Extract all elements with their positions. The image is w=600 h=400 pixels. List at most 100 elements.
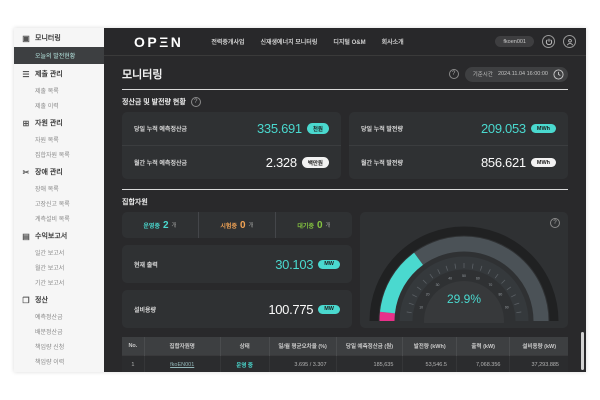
- unit-badge: MW: [318, 304, 340, 314]
- stat-monthly-forecast-settlement: 월간 누적 예측정산금 2.328 백만원: [122, 145, 341, 179]
- logout-power-icon[interactable]: [542, 35, 555, 48]
- sidebar-section-label: 자원 관리: [35, 120, 63, 127]
- current-output-card: 현재 출력 30.103 MW: [122, 245, 352, 283]
- sidebar-item-resource-list[interactable]: 자원 목록: [35, 138, 59, 144]
- clock-icon[interactable]: [553, 68, 564, 80]
- resource-icon: ⊞: [22, 118, 30, 128]
- sidebar-section-label: 제출 관리: [35, 71, 63, 78]
- sidebar-section-label: 정산: [35, 297, 48, 304]
- sidebar-item-monthly-report[interactable]: 월간 보고서: [35, 266, 65, 272]
- sidebar-item-meter-equipment-list[interactable]: 계측설비 목록: [35, 217, 70, 223]
- unit-badge: MW: [318, 259, 340, 269]
- monitor-icon: ▣: [22, 33, 30, 43]
- sidebar-section-monitoring[interactable]: ▣ 모니터링: [14, 28, 104, 47]
- output-rate-gauge: 10 20 30 40 50 60 70 80 90 29.9%: [360, 212, 568, 328]
- fault-icon: ✂: [22, 167, 30, 177]
- report-icon: ▤: [22, 231, 30, 241]
- stat-monthly-generation: 월간 누적 발전량 856.621 MWh: [349, 145, 568, 179]
- main-content: 모니터링 ? 기준시간 2024.11.04 16:00:00 정산금 및 발전…: [104, 56, 586, 372]
- status-operating: 운영중 2 개: [143, 219, 177, 231]
- unit-badge: MWh: [530, 124, 556, 133]
- nav-item-power-brokerage[interactable]: 전력중개사업: [211, 40, 245, 46]
- cell-generation: 53,546.5: [402, 355, 457, 372]
- col-settlement: 당일 예측정산금 (원): [335, 337, 403, 356]
- settlement-card-column: 당일 누적 예측정산금 335.691 천원 월간 누적 예측정산금 2.328…: [122, 112, 341, 179]
- svg-text:90: 90: [505, 305, 509, 309]
- reference-time-value: 2024.11.04 16:00:00: [497, 71, 548, 77]
- svg-text:29.9%: 29.9%: [447, 292, 481, 306]
- capacity-card: 설비용량 100.775 MW: [122, 290, 352, 328]
- unit-badge: 백만원: [301, 157, 329, 168]
- user-account-pill[interactable]: fkoen001: [495, 36, 534, 47]
- summary-cards: 당일 누적 예측정산금 335.691 천원 월간 누적 예측정산금 2.328…: [122, 112, 568, 179]
- sidebar-item-today-generation[interactable]: 오늘의 발전현황: [14, 47, 104, 64]
- col-status: 상태: [219, 337, 270, 356]
- title-divider: [122, 89, 568, 90]
- sidebar: ▣ 모니터링 오늘의 발전현황 ☰ 제출 관리 제출 목록 제출 이력 ⊞ 자원…: [14, 28, 104, 372]
- sidebar-item-fault-list[interactable]: 장애 목록: [35, 187, 59, 193]
- sidebar-section-revenue-report[interactable]: ▤ 수익보고서: [14, 226, 104, 245]
- sidebar-item-aggregate-resource-list[interactable]: 집합자원 목록: [35, 153, 70, 159]
- sidebar-item-distribution-settlement[interactable]: 배분정산금: [35, 330, 63, 336]
- col-resource-name: 집합자원명: [143, 337, 221, 356]
- sidebar-item-liability-history[interactable]: 책임량 이력: [35, 360, 65, 366]
- help-icon[interactable]: ?: [448, 69, 459, 79]
- sidebar-section-label: 수익보고서: [35, 233, 68, 240]
- sidebar-item-submit-list[interactable]: 제출 목록: [35, 89, 59, 95]
- right-column: OPΞN 전력중개사업 신재생에너지 모니터링 디지털 O&M 회사소개 fko…: [104, 28, 586, 372]
- aggregate-resource-table: No. 집합자원명 상태 일/월 평균오차율 (%) 당일 예측정산금 (원) …: [122, 337, 568, 372]
- cell-no: 1: [122, 355, 145, 372]
- sidebar-section-label: 장애 관리: [35, 169, 63, 176]
- open-logo[interactable]: OPΞN: [134, 33, 184, 50]
- stat-daily-generation: 당일 누적 발전량 209.053 MWh: [349, 112, 568, 145]
- svg-text:20: 20: [426, 293, 430, 297]
- nav-item-company-intro[interactable]: 회사소개: [381, 40, 404, 46]
- generation-card-column: 당일 누적 발전량 209.053 MWh 월간 누적 발전량 856.621 …: [349, 112, 568, 179]
- stat-value: 2.328: [265, 155, 297, 170]
- status-waiting: 대기중 0 개: [275, 212, 352, 238]
- summary-section-title: 정산금 및 발전량 현황: [122, 99, 186, 106]
- col-error-rate: 일/월 평균오차율 (%): [268, 337, 337, 356]
- svg-text:10: 10: [419, 305, 423, 309]
- col-output: 출력 (kW): [455, 337, 510, 356]
- resources-section: 운영중 2 개 시험중 0 개 대기중 0: [122, 212, 568, 328]
- sidebar-item-daily-report[interactable]: 일간 보고서: [35, 251, 65, 257]
- sidebar-item-period-report[interactable]: 기간 보고서: [35, 281, 65, 287]
- page-header: 모니터링 ? 기준시간 2024.11.04 16:00:00: [122, 66, 568, 82]
- svg-text:40: 40: [448, 276, 452, 280]
- scrollbar-thumb[interactable]: [581, 332, 584, 370]
- col-no: No.: [122, 337, 145, 356]
- nav-item-digital-om[interactable]: 디지털 O&M: [333, 40, 366, 46]
- stat-value: 209.053: [480, 121, 526, 136]
- sidebar-section-atms[interactable]: ⌨ ATMS: [14, 369, 104, 372]
- sidebar-section-submission[interactable]: ☰ 제출 관리: [14, 64, 104, 83]
- svg-text:50: 50: [462, 274, 466, 278]
- svg-text:60: 60: [476, 276, 480, 280]
- unit-badge: MWh: [530, 158, 556, 167]
- sidebar-section-resource[interactable]: ⊞ 자원 관리: [14, 113, 104, 132]
- sidebar-section-fault[interactable]: ✂ 장애 관리: [14, 162, 104, 181]
- table-header-row: No. 집합자원명 상태 일/월 평균오차율 (%) 당일 예측정산금 (원) …: [122, 337, 568, 356]
- nav-item-renewable-monitoring[interactable]: 신재생에너지 모니터링: [260, 40, 318, 46]
- cell-output: 7,068.356: [455, 355, 510, 372]
- sidebar-item-failure-report-list[interactable]: 고장신고 목록: [35, 202, 70, 208]
- resources-section-title: 집합자원: [122, 199, 148, 206]
- svg-text:80: 80: [499, 293, 503, 297]
- sidebar-item-forecast-settlement[interactable]: 예측정산금: [35, 315, 63, 321]
- settlement-icon: ❐: [22, 295, 30, 305]
- help-icon[interactable]: ?: [190, 97, 201, 107]
- col-generation: 발전량 (kWh): [402, 337, 457, 356]
- stat-daily-forecast-settlement: 당일 누적 예측정산금 335.691 천원: [122, 112, 341, 145]
- stat-value: 30.103: [275, 256, 314, 272]
- sidebar-item-liability-request[interactable]: 책임량 신청: [35, 345, 65, 351]
- help-icon[interactable]: ?: [550, 218, 560, 228]
- stat-value: 335.691: [256, 121, 302, 136]
- user-profile-icon[interactable]: [563, 35, 576, 48]
- svg-text:30: 30: [436, 283, 440, 287]
- stat-value: 100.775: [268, 301, 314, 317]
- resource-name-link[interactable]: fkoEN001: [170, 362, 195, 368]
- sidebar-item-submit-history[interactable]: 제출 이력: [35, 104, 59, 110]
- resource-status-counts: 운영중 2 개 시험중 0 개 대기중 0: [122, 212, 352, 238]
- sidebar-section-settlement[interactable]: ❐ 정산: [14, 290, 104, 309]
